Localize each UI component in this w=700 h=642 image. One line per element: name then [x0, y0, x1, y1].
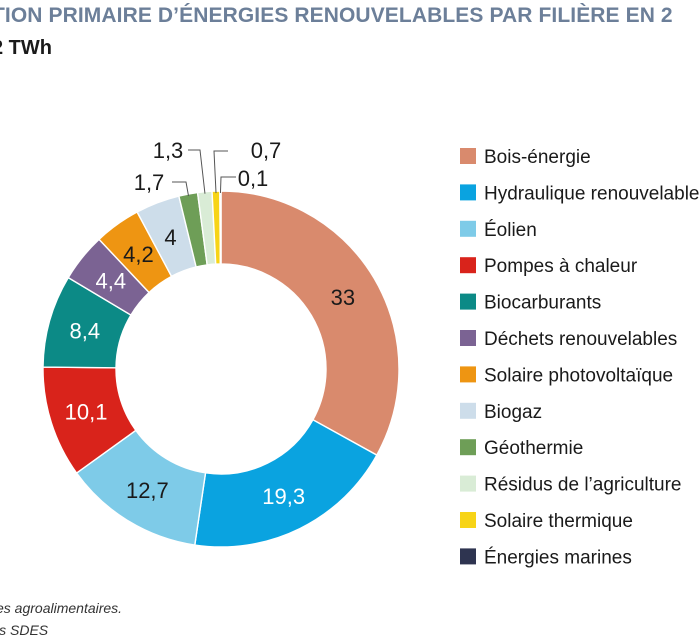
legend-swatch — [460, 548, 476, 565]
legend-item-biogaz: Biogaz — [460, 402, 542, 423]
legend-swatch — [460, 366, 476, 383]
legend-swatch — [460, 148, 476, 164]
legend-swatch — [460, 257, 476, 274]
legend-swatch — [460, 220, 476, 237]
data-label-pompes-a-chaleur: 10,1 — [65, 400, 108, 425]
legend-label: Bois-énergie — [484, 147, 591, 168]
legend-label: Solaire photovoltaïque — [484, 365, 673, 386]
footnote: es agroalimentaires. — [0, 600, 123, 616]
data-label-geothermie: 1,7 — [134, 170, 165, 195]
data-label-energies-marines: 0,1 — [238, 166, 269, 191]
leader-lines — [172, 149, 236, 197]
slice-hydraulique-renouvelable — [193, 418, 378, 548]
donut-chart: 33 19,3 12,7 10,1 8,4 4,44,2 4 1,7 1,3 0,7 0,1 Boi… — [42, 138, 699, 568]
legend-item-pompes-a-chaleur: Pompes à chaleur — [460, 256, 638, 277]
source-note: ls SDES — [0, 622, 49, 638]
data-label-residus-de-l-agriculture: 1,3 — [153, 138, 184, 163]
legend-item-bois-energie: Bois-énergie — [460, 147, 591, 168]
legend-item-geothermie: Géothermie — [460, 438, 583, 459]
legend-label: Solaire thermique — [484, 511, 633, 532]
legend-label: Déchets renouvelables — [484, 329, 677, 350]
legend-swatch — [460, 439, 476, 456]
legend-swatch — [460, 402, 476, 419]
legend-label: Géothermie — [484, 438, 583, 459]
legend-item-energies-marines: Énergies marines — [460, 547, 632, 568]
legend-label: Pompes à chaleur — [484, 256, 638, 277]
donut-slices — [42, 190, 400, 548]
data-label-dechets-renouvelables: 4,4 — [95, 268, 126, 293]
data-label-biogaz: 4 — [164, 225, 176, 250]
legend-label: Résidus de l’agriculture — [484, 475, 682, 496]
leader-line-solaire-thermique — [213, 150, 228, 194]
data-labels: 33 19,3 12,7 10,1 8,4 4,44,2 4 1,7 1,3 0,7 0,1 — [65, 138, 355, 509]
legend-swatch — [460, 512, 476, 528]
legend-label: Biogaz — [484, 402, 542, 423]
legend-item-residus-de-l-agriculture: Résidus de l’agriculture — [460, 475, 682, 496]
leader-line-residus-de-l-agriculture — [188, 149, 206, 194]
legend-item-solaire-thermique: Solaire thermique — [460, 511, 633, 532]
data-label-solaire-thermique: 0,7 — [251, 138, 282, 163]
legend-label: Biocarburants — [484, 293, 601, 314]
legend-item-biocarburants: Biocarburants — [460, 293, 601, 314]
legend-label: Énergies marines — [484, 547, 632, 568]
legend-label: Hydraulique renouvelable — [484, 183, 699, 204]
legend-swatch — [460, 293, 476, 310]
data-label-hydraulique-renouvelable: 19,3 — [262, 484, 305, 509]
legend-item-solaire-photovoltaique: Solaire photovoltaïque — [460, 365, 673, 386]
data-label-biocarburants: 8,4 — [70, 319, 101, 344]
legend-item-hydraulique-renouvelable: Hydraulique renouvelable — [460, 183, 699, 204]
chart-unit: 2 TWh — [0, 37, 52, 59]
chart-title: TION PRIMAIRE D’ÉNERGIES RENOUVELABLES P… — [0, 4, 673, 27]
leader-line-energies-marines — [219, 176, 236, 194]
data-label-bois-energie: 33 — [331, 285, 355, 310]
legend-item-eolien: Éolien — [460, 220, 537, 241]
legend-swatch — [460, 475, 476, 492]
legend-swatch — [460, 184, 476, 201]
leader-line-geothermie — [172, 181, 190, 197]
data-label-solaire-photovoltaique: 4,2 — [123, 242, 154, 267]
legend-label: Éolien — [484, 220, 537, 241]
legend-swatch — [460, 330, 476, 346]
slice-bois-energie — [220, 190, 400, 457]
legend-item-dechets-renouvelables: Déchets renouvelables — [460, 329, 677, 350]
chart-legend: Bois-énergie Hydraulique renouvelable Éoli… — [460, 147, 699, 568]
data-label-eolien: 12,7 — [126, 478, 169, 503]
slice-energies-marines — [219, 190, 222, 265]
